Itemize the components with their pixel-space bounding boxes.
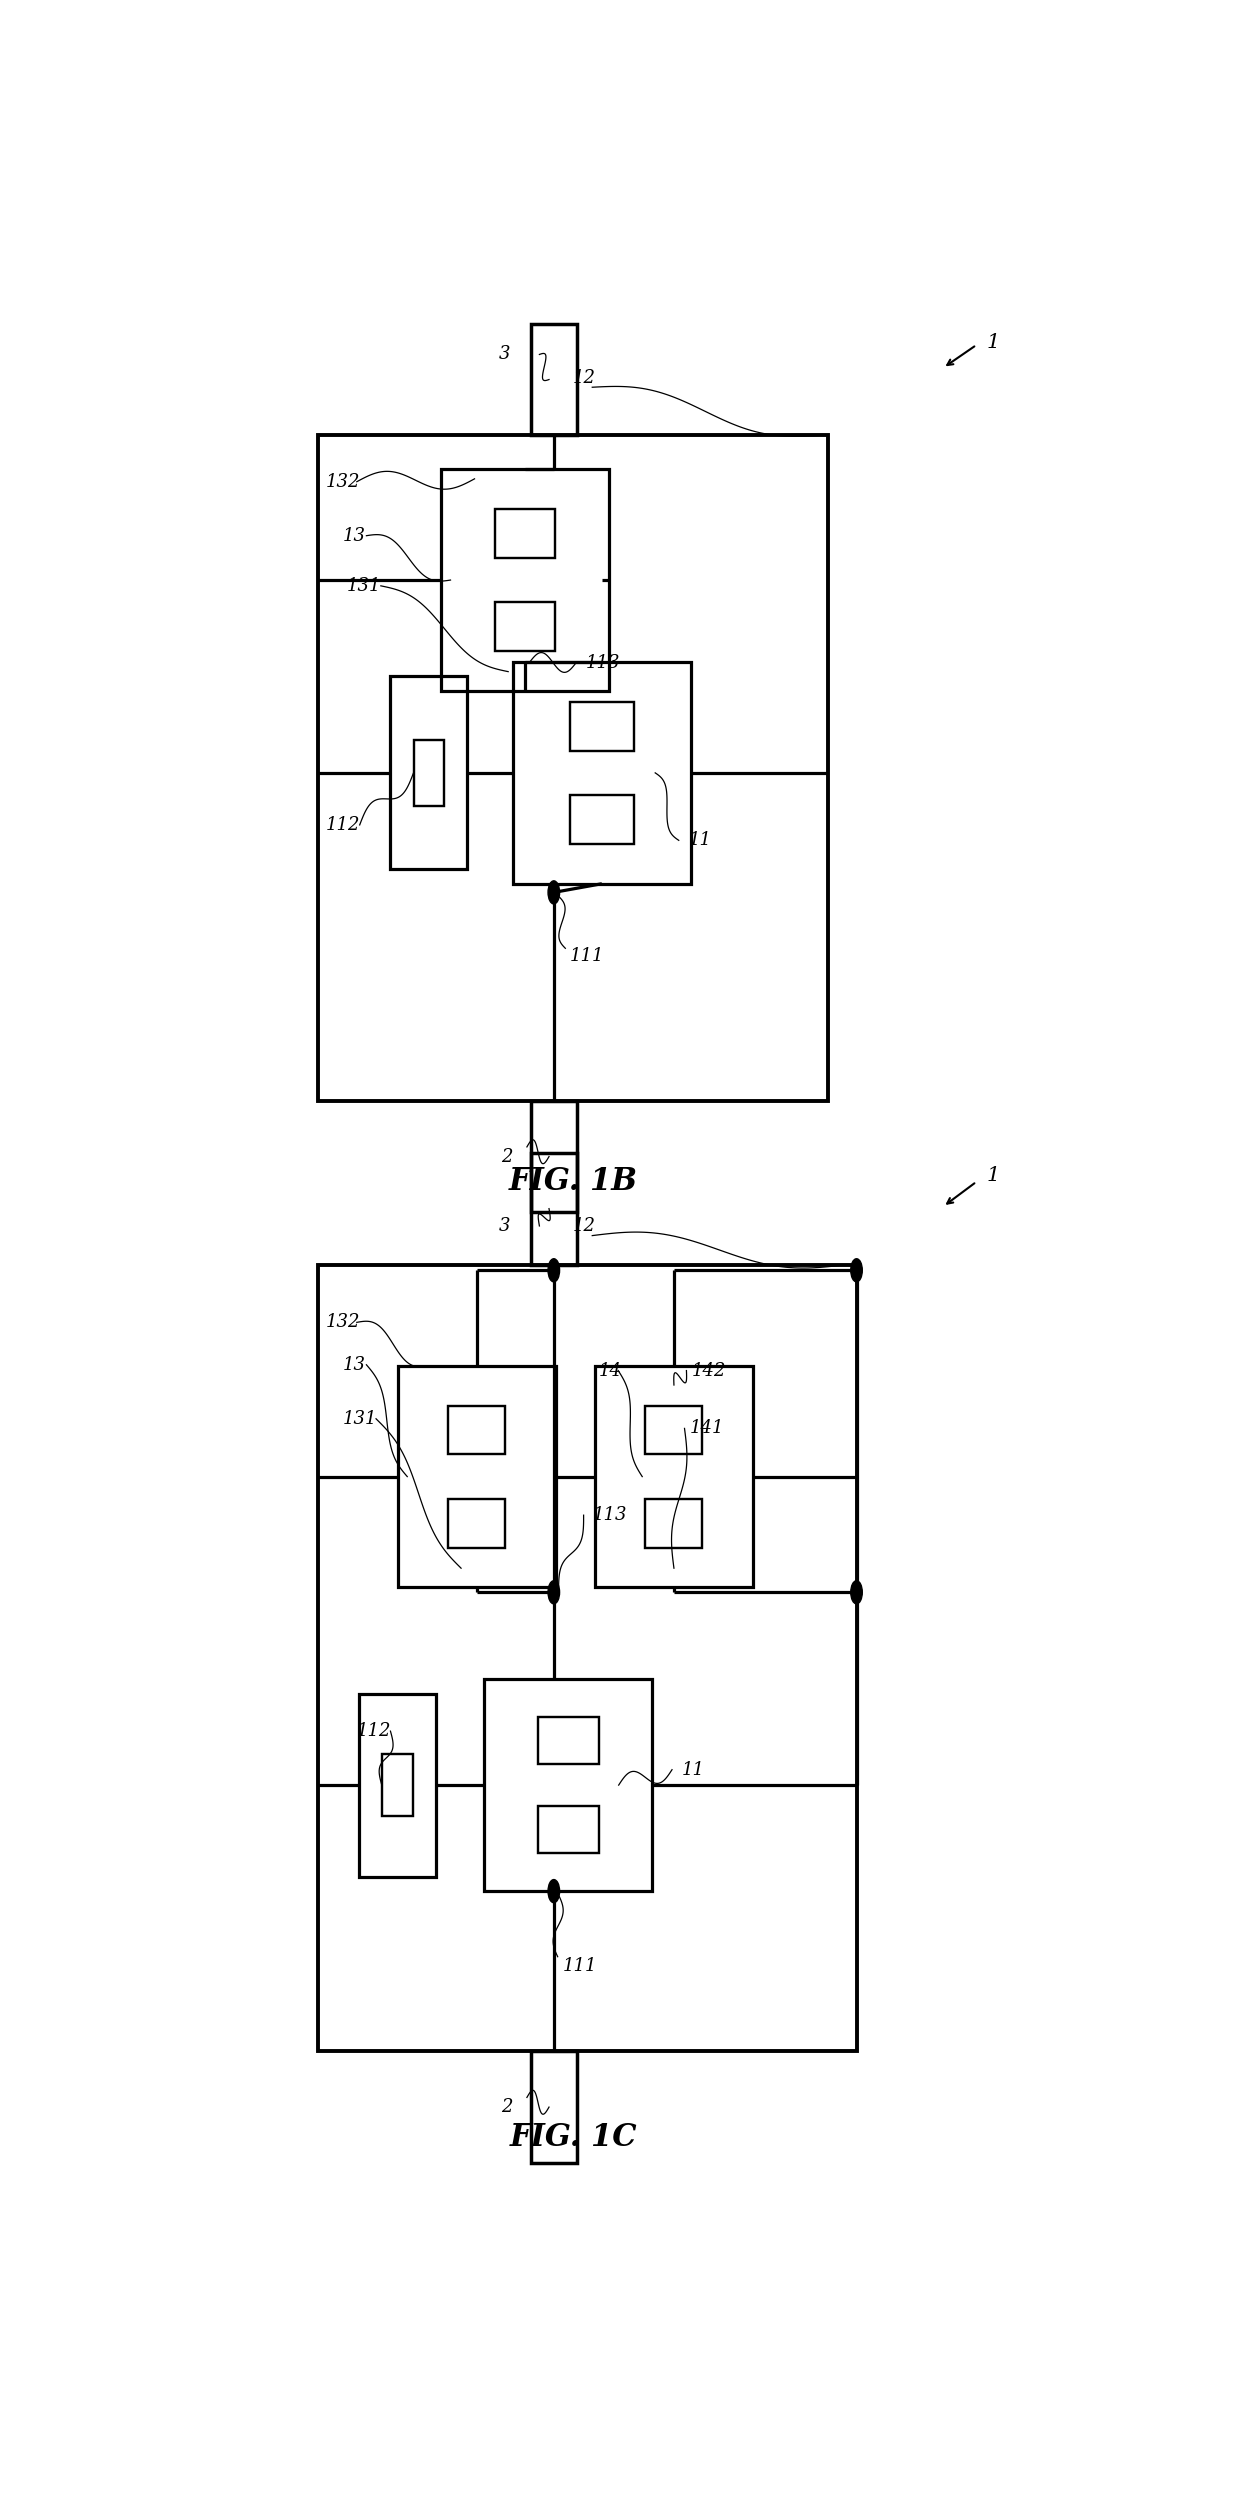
Text: 132: 132 [326,1315,361,1332]
Text: 142: 142 [691,1362,725,1380]
Bar [441,468,609,691]
Bar [449,1405,506,1455]
Circle shape [548,881,559,904]
Bar [358,1693,435,1875]
Text: 11: 11 [682,1760,704,1778]
Text: 1: 1 [986,333,999,353]
Bar [538,1805,599,1853]
Text: 132: 132 [326,473,361,491]
Circle shape [548,1580,559,1605]
Text: 12: 12 [573,1217,596,1234]
Bar [484,1680,652,1891]
Bar [570,701,634,751]
Text: 13: 13 [342,1355,366,1375]
Bar [413,741,444,806]
Circle shape [548,1881,559,1903]
Circle shape [851,1260,862,1282]
Bar [513,661,691,884]
Text: 2: 2 [501,2098,512,2116]
Bar [449,1500,506,1547]
Circle shape [548,1260,559,1282]
Bar [645,1405,703,1455]
Text: 2: 2 [501,1147,512,1164]
Bar [495,508,556,558]
Bar [495,603,556,651]
Text: 3: 3 [498,1217,511,1234]
Text: 131: 131 [342,1410,377,1427]
Text: 111: 111 [563,1958,596,1976]
Text: 13: 13 [342,526,366,546]
Bar [319,1265,857,2051]
Bar [531,1102,577,1212]
Text: 3: 3 [498,346,511,363]
Text: 112: 112 [357,1723,392,1740]
Bar [531,2051,577,2163]
Bar [382,1753,413,1815]
Bar [531,323,577,436]
Bar [319,436,828,1102]
Text: 111: 111 [570,947,605,964]
Text: 112: 112 [326,816,361,834]
Text: FIG. 1C: FIG. 1C [510,2123,637,2153]
Text: 12: 12 [573,368,596,386]
Bar [531,1152,577,1265]
Text: 113: 113 [593,1507,627,1525]
Text: 1: 1 [986,1167,999,1184]
Text: FIG. 1B: FIG. 1B [508,1167,637,1197]
Bar [538,1718,599,1763]
Text: 113: 113 [585,654,620,671]
Text: 141: 141 [689,1420,724,1437]
Text: 131: 131 [347,576,382,596]
Circle shape [851,1580,862,1605]
Bar [645,1500,703,1547]
Bar [570,796,634,844]
Bar [595,1365,753,1588]
Text: 14: 14 [599,1362,622,1380]
Text: 11: 11 [688,831,712,849]
Bar [398,1365,557,1588]
Bar [391,676,467,869]
